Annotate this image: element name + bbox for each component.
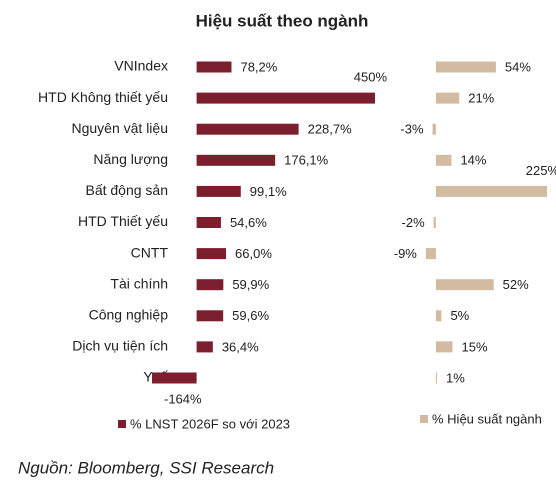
source: Nguồn: Bloomberg, SSI Research xyxy=(18,458,274,477)
bar xyxy=(196,154,276,166)
value-label: 99,1% xyxy=(250,184,287,199)
category-label: HTD Thiết yếu xyxy=(78,213,168,229)
value-label: 228,7% xyxy=(308,122,353,137)
category-label: Dịch vụ tiện ích xyxy=(72,338,168,354)
bar xyxy=(432,123,436,135)
category-label: Tài chính xyxy=(110,275,168,291)
bar xyxy=(435,185,547,197)
value-label: 54,6% xyxy=(230,215,267,230)
plot-area xyxy=(425,61,547,384)
value-label: 450% xyxy=(354,70,388,85)
bar xyxy=(196,185,241,197)
plot-area xyxy=(152,61,375,384)
value-label: 225% xyxy=(526,163,556,178)
bar xyxy=(196,341,213,353)
value-label: 36,4% xyxy=(222,339,259,354)
value-label: 54% xyxy=(505,59,531,74)
category-label: CNTT xyxy=(131,244,169,260)
value-label: 14% xyxy=(460,153,486,168)
value-label: -9% xyxy=(394,246,418,261)
bar xyxy=(435,154,452,166)
bar xyxy=(435,372,437,384)
value-label: 59,9% xyxy=(232,277,269,292)
value-label: -164% xyxy=(164,391,202,406)
bar xyxy=(196,217,221,228)
bar xyxy=(435,61,496,73)
value-label: 5% xyxy=(450,308,469,323)
category-label: HTD Không thiết yếu xyxy=(38,89,168,105)
value-label: 59,6% xyxy=(232,308,269,323)
bar xyxy=(152,372,197,384)
category-label: Nguyên vật liệu xyxy=(71,120,168,136)
value-label: -3% xyxy=(400,122,424,137)
category-label: VNIndex xyxy=(114,58,168,74)
legend-swatch xyxy=(118,420,126,428)
value-label: 66,0% xyxy=(235,246,272,261)
category-label: Bất động sản xyxy=(85,182,168,198)
bar xyxy=(196,92,375,104)
value-label: 52% xyxy=(503,277,529,292)
value-label: -2% xyxy=(402,215,426,230)
chart-title: Hiệu suất theo ngành xyxy=(196,11,369,30)
bar xyxy=(435,310,442,322)
bar xyxy=(196,248,227,260)
value-label: 176,1% xyxy=(284,153,329,168)
legend-label: % LNST 2026F so với 2023 xyxy=(130,416,290,431)
bar xyxy=(435,341,453,353)
bar xyxy=(196,61,232,73)
bar xyxy=(435,92,460,104)
bar xyxy=(425,248,436,260)
category-label: Năng lượng xyxy=(93,151,168,167)
legend-swatch xyxy=(420,415,428,423)
legend-label: % Hiệu suất ngành xyxy=(432,411,542,426)
bar xyxy=(433,217,436,228)
value-label: 21% xyxy=(468,91,494,106)
bar xyxy=(435,279,494,291)
bar xyxy=(196,123,299,135)
value-label: 78,2% xyxy=(240,59,277,74)
value-label: 1% xyxy=(446,370,465,385)
bar xyxy=(196,279,224,291)
category-label: Công nghiệp xyxy=(89,307,169,323)
value-label: 15% xyxy=(462,339,488,354)
bar xyxy=(196,310,224,322)
